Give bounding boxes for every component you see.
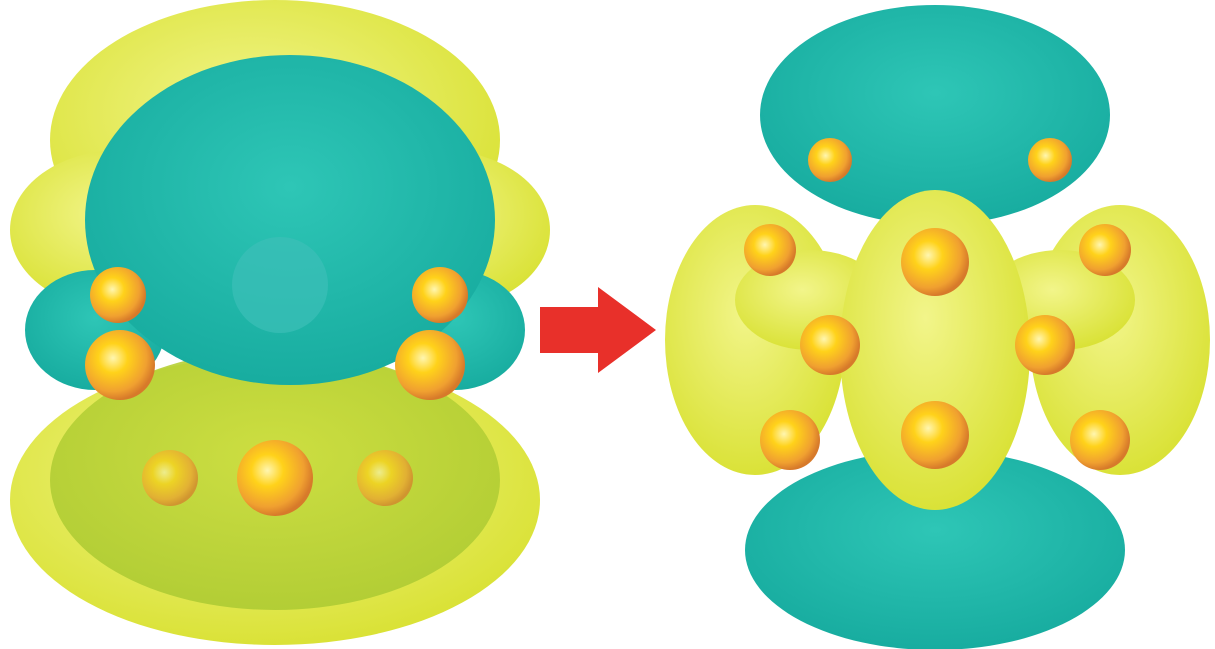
arrow [540, 287, 656, 373]
atom [760, 410, 820, 470]
left-orbital [10, 0, 550, 645]
atom [85, 330, 155, 400]
atom [800, 315, 860, 375]
atom [1028, 138, 1072, 182]
atom [237, 440, 313, 516]
atom [808, 138, 852, 182]
atom [901, 401, 969, 469]
atom [744, 224, 796, 276]
atom [395, 330, 465, 400]
atom [1070, 410, 1130, 470]
atom [357, 450, 413, 506]
inner-sphere [232, 237, 328, 333]
atom [901, 228, 969, 296]
page [0, 0, 1215, 649]
scene [0, 0, 1215, 649]
atom [1015, 315, 1075, 375]
atom [412, 267, 468, 323]
atom [1079, 224, 1131, 276]
atom [142, 450, 198, 506]
right-orbital [665, 5, 1210, 649]
atom [90, 267, 146, 323]
